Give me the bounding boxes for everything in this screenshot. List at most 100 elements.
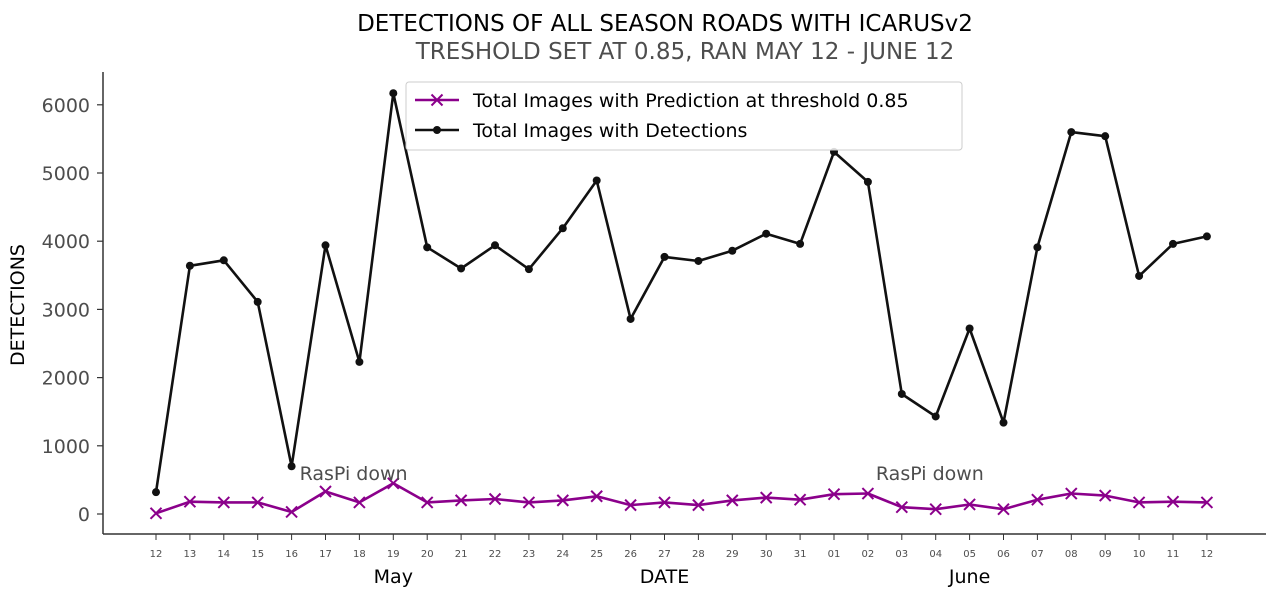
data-point [420, 496, 434, 509]
x-tick-label: 20 [421, 549, 434, 560]
legend-marker [430, 93, 444, 107]
x-tick-label: 22 [489, 549, 502, 560]
data-point [355, 357, 364, 366]
data-point [931, 412, 940, 421]
x-tick-label: 18 [353, 549, 366, 560]
x-tick-label: 09 [1099, 549, 1112, 560]
series-layer [149, 89, 1214, 520]
x-group-label: June [948, 566, 990, 588]
data-point [1169, 239, 1177, 248]
data-point [152, 488, 160, 497]
x-tick-label: 03 [895, 549, 908, 560]
x-tick-label: 31 [794, 549, 807, 560]
data-point [728, 246, 737, 255]
x-tick-label: 23 [523, 549, 536, 560]
x-tick-label: 10 [1133, 549, 1146, 560]
data-point [1135, 271, 1144, 280]
annotation-label: RasPi down [300, 463, 408, 485]
x-tick-label: 16 [285, 549, 298, 560]
x-tick-label: 05 [963, 549, 976, 560]
data-point [1132, 496, 1146, 509]
data-point [1033, 243, 1042, 252]
data-point [524, 265, 533, 274]
legend: Total Images with Prediction at threshol… [405, 81, 963, 151]
data-point [1067, 128, 1076, 137]
x-tick-label: 12 [150, 549, 163, 560]
data-point [217, 496, 231, 509]
x-tick-label: 11 [1167, 549, 1180, 560]
data-point [863, 177, 872, 186]
series-line [154, 91, 1208, 493]
data-point [387, 477, 400, 490]
y-ticks: 0 1000 2000 3000 4000 5000 6000 [42, 95, 103, 526]
y-tick-label: 6000 [42, 95, 90, 117]
legend-box [405, 81, 963, 151]
data-point [1166, 495, 1180, 508]
x-tick-label: 04 [929, 549, 942, 560]
data-point [1031, 493, 1044, 506]
data-point [457, 264, 466, 273]
x-tick-label: 19 [387, 549, 400, 560]
y-tick-label: 2000 [42, 368, 90, 390]
data-point [321, 241, 330, 250]
data-point [590, 490, 603, 503]
data-point [1202, 232, 1211, 241]
data-point [762, 229, 771, 238]
x-tick-label: 13 [184, 549, 197, 560]
x-tick-label: 26 [624, 549, 637, 560]
data-point [626, 314, 635, 323]
data-point [183, 495, 197, 508]
data-point [827, 488, 841, 501]
x-tick-label: 29 [726, 549, 739, 560]
data-point [522, 496, 536, 509]
x-tick-label: 30 [760, 549, 773, 560]
x-tick-label: 02 [862, 549, 875, 560]
data-point [253, 297, 262, 306]
x-tick-label: 17 [319, 549, 332, 560]
y-tick-label: 3000 [42, 299, 90, 321]
data-point [759, 491, 773, 504]
x-tick-label: 01 [828, 549, 841, 560]
x-tick-label: 07 [1031, 549, 1044, 560]
y-tick-label: 0 [78, 504, 90, 526]
data-point [149, 507, 163, 520]
series-line [155, 481, 1207, 515]
y-tick-label: 5000 [42, 163, 90, 185]
legend-marker [433, 126, 441, 134]
data-point [861, 487, 875, 500]
data-point [796, 239, 805, 248]
data-point [592, 176, 601, 185]
legend-label: Total Images with Prediction at threshol… [472, 90, 909, 112]
data-point [999, 418, 1008, 427]
y-axis-label: DETECTIONS [7, 244, 29, 366]
data-point [692, 498, 705, 512]
data-point [1101, 132, 1110, 141]
data-point [726, 494, 739, 507]
x-tick-label: 24 [556, 549, 569, 560]
x-tick-label: 12 [1201, 549, 1214, 560]
data-point [389, 89, 398, 98]
x-tick-label: 06 [997, 549, 1010, 560]
data-point [929, 503, 942, 516]
x-tick-label: 08 [1065, 549, 1078, 560]
data-point [895, 500, 909, 514]
data-point [963, 498, 976, 511]
data-point [694, 256, 703, 265]
data-point [1200, 496, 1214, 509]
data-point [185, 261, 194, 270]
x-group-label: May [374, 566, 413, 588]
data-point [353, 496, 366, 509]
data-point [488, 492, 502, 506]
data-point [219, 256, 228, 265]
data-point [556, 494, 570, 507]
x-group-label: DATE [640, 566, 689, 588]
data-point [1098, 489, 1112, 502]
x-tick-label: 21 [455, 549, 468, 560]
data-point [423, 243, 432, 252]
annotation-label: RasPi down [876, 463, 984, 485]
x-tick-label: 28 [692, 549, 705, 560]
chart-title: DETECTIONS OF ALL SEASON ROADS WITH ICAR… [357, 11, 973, 37]
annotations: RasPi down RasPi down [300, 463, 984, 485]
chart-subtitle: TRESHOLD SET AT 0.85, RAN MAY 12 - JUNE … [415, 39, 955, 65]
